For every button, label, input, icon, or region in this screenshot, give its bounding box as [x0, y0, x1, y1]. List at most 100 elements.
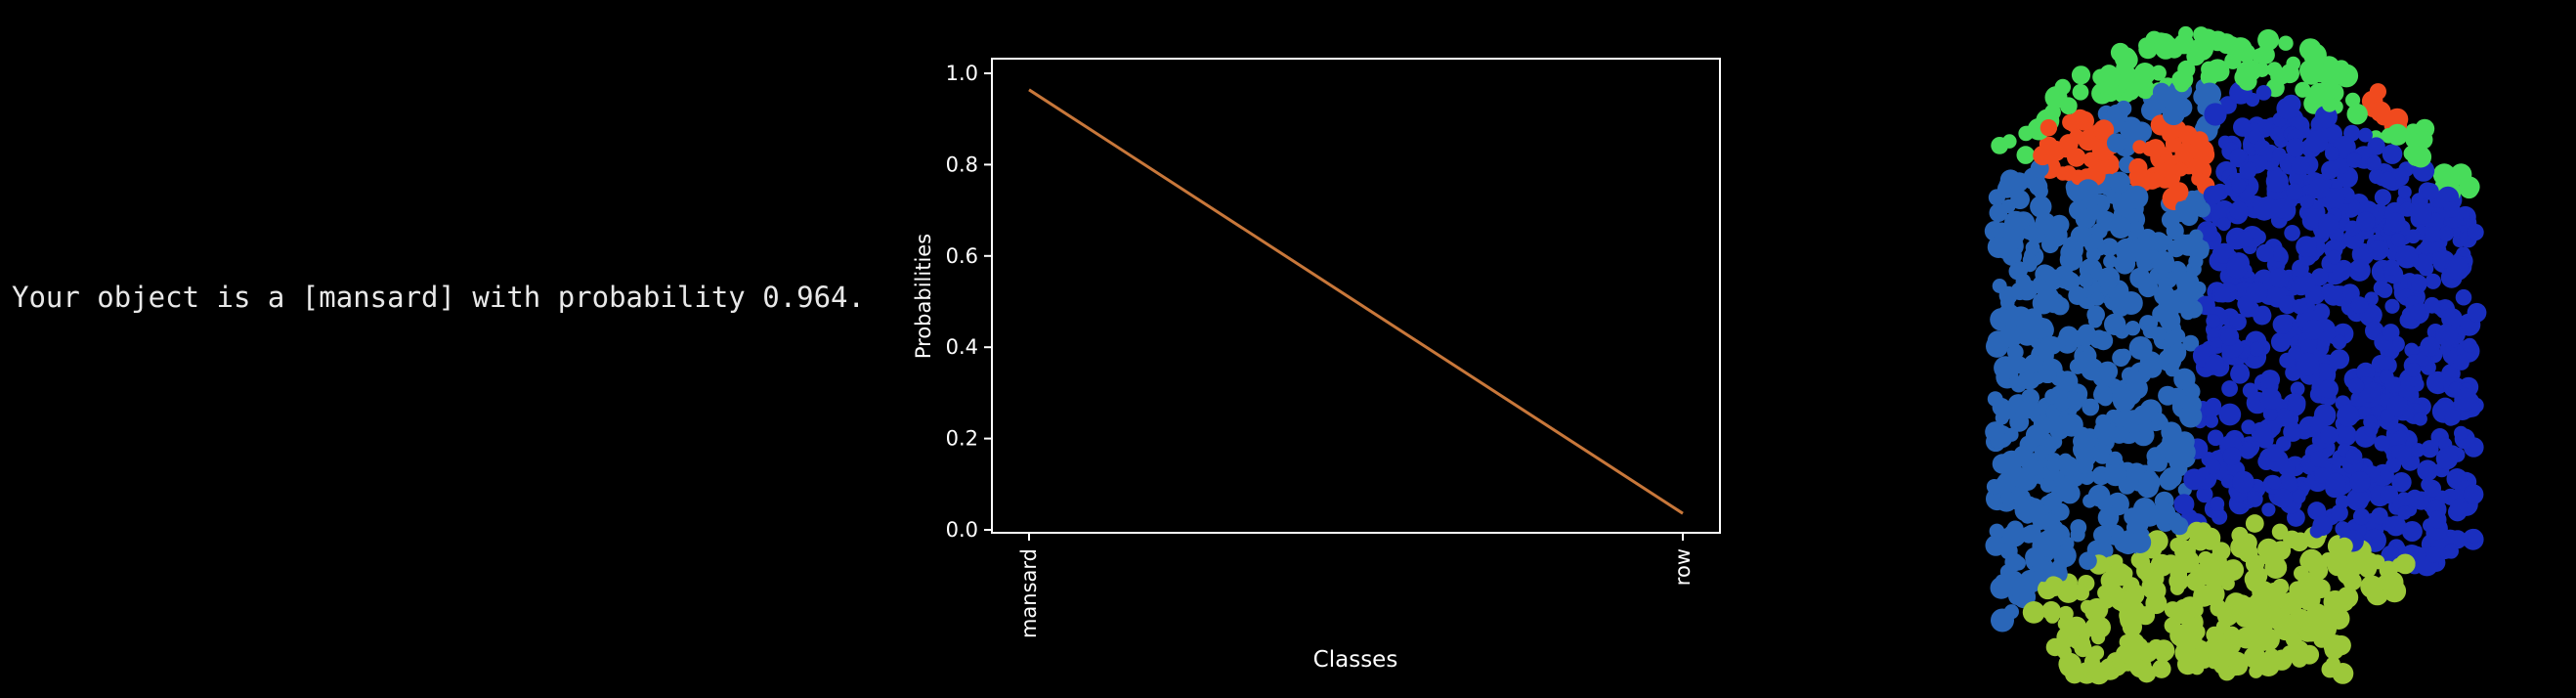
cloud-point [2383, 259, 2400, 277]
cloud-point [2276, 97, 2298, 120]
cloud-point [2149, 93, 2168, 110]
cloud-point [2435, 447, 2459, 470]
cloud-point [2249, 566, 2268, 586]
cloud-point [1992, 454, 2013, 474]
cloud-point [2022, 601, 2045, 624]
cloud-point [1991, 137, 2009, 154]
cloud-point [2073, 432, 2090, 451]
cloud-point [2266, 604, 2282, 621]
cloud-point [2152, 502, 2176, 525]
cloud-point [2238, 543, 2258, 563]
cloud-point [2147, 453, 2166, 472]
cloud-point [2228, 37, 2253, 62]
cloud-point [2286, 632, 2301, 646]
y-tick-label: 0.6 [946, 244, 978, 268]
cloud-point [2087, 484, 2111, 507]
cloud-point [2026, 459, 2042, 476]
cloud-point [2152, 639, 2175, 662]
y-axis-label: Probabilities [912, 234, 935, 359]
cloud-point [2426, 371, 2450, 395]
cloud-point [2218, 403, 2242, 426]
cloud-point [2325, 472, 2346, 494]
cloud-point [2034, 445, 2049, 460]
cloud-point [2438, 226, 2454, 241]
cloud-point [2229, 200, 2249, 220]
cloud-point [2382, 324, 2400, 342]
cloud-point [2379, 356, 2397, 375]
cloud-point [2450, 498, 2468, 516]
cloud-point [2462, 337, 2477, 353]
cloud-point [2380, 485, 2399, 504]
cloud-point [2013, 445, 2033, 465]
cloud-point [2265, 445, 2284, 462]
cloud-point [2316, 619, 2337, 639]
cloud-point [2273, 488, 2294, 508]
cloud-point [2183, 648, 2203, 668]
cloud-point [2283, 421, 2303, 442]
cloud-point [2320, 425, 2340, 445]
cloud-point [1992, 279, 2007, 293]
cloud-point [2046, 457, 2062, 472]
cloud-point [2191, 131, 2209, 149]
cloud-point [2406, 229, 2421, 244]
cloud-point [2238, 71, 2257, 91]
cloud-point [2006, 343, 2024, 361]
cloud-point [2443, 544, 2459, 559]
cloud-point [2039, 119, 2058, 137]
cloud-point [2265, 169, 2289, 193]
cloud-point [2043, 580, 2060, 595]
cloud-point [2184, 300, 2203, 319]
cloud-point [1994, 356, 2018, 380]
cloud-point [2223, 626, 2241, 643]
cloud-point [2232, 594, 2253, 614]
cloud-point [2454, 425, 2469, 441]
cloud-point [2467, 302, 2487, 323]
cloud-point [2230, 364, 2251, 384]
cloud-point [2272, 147, 2287, 162]
cloud-point [2067, 148, 2086, 167]
cloud-point [2183, 468, 2206, 491]
cloud-point [2382, 144, 2403, 164]
cloud-point [2203, 185, 2223, 205]
cloud-point [2128, 531, 2152, 553]
cloud-point [2385, 458, 2402, 473]
cloud-point [2222, 559, 2245, 582]
cloud-point [2104, 313, 2126, 335]
cloud-point [2198, 550, 2213, 567]
cloud-point [2347, 377, 2365, 395]
cloud-point [2364, 291, 2379, 306]
cloud-point [2421, 440, 2439, 458]
cloud-point [2200, 225, 2217, 242]
cloud-point [2374, 189, 2391, 206]
cloud-point [2270, 331, 2292, 352]
cloud-point [2300, 64, 2322, 85]
cloud-point [2450, 163, 2472, 186]
cloud-point [2086, 305, 2105, 325]
cloud-point [2120, 65, 2136, 82]
cloud-point [2385, 515, 2407, 537]
cloud-point [2133, 63, 2156, 85]
cloud-point [2368, 240, 2389, 261]
cloud-point [2132, 140, 2147, 154]
x-axis-label: Classes [1313, 647, 1398, 673]
cloud-point [2278, 35, 2294, 51]
cloud-point [2181, 200, 2201, 220]
cloud-point [2411, 276, 2427, 292]
cloud-point [2082, 398, 2100, 416]
cloud-point [2245, 514, 2264, 533]
cloud-point [2161, 467, 2182, 488]
cloud-point [2072, 83, 2089, 101]
cloud-point [2092, 444, 2113, 464]
cloud-point [2173, 69, 2194, 90]
cloud-point [1989, 523, 2005, 540]
cloud-point [2152, 659, 2171, 678]
cloud-point [2200, 67, 2219, 86]
cloud-point [2159, 310, 2181, 331]
cloud-point [2253, 196, 2276, 221]
cloud-point [2210, 497, 2225, 511]
cloud-point [2097, 506, 2120, 529]
cloud-point [2397, 185, 2412, 199]
cloud-point [2307, 502, 2327, 521]
cloud-point [2291, 155, 2310, 175]
